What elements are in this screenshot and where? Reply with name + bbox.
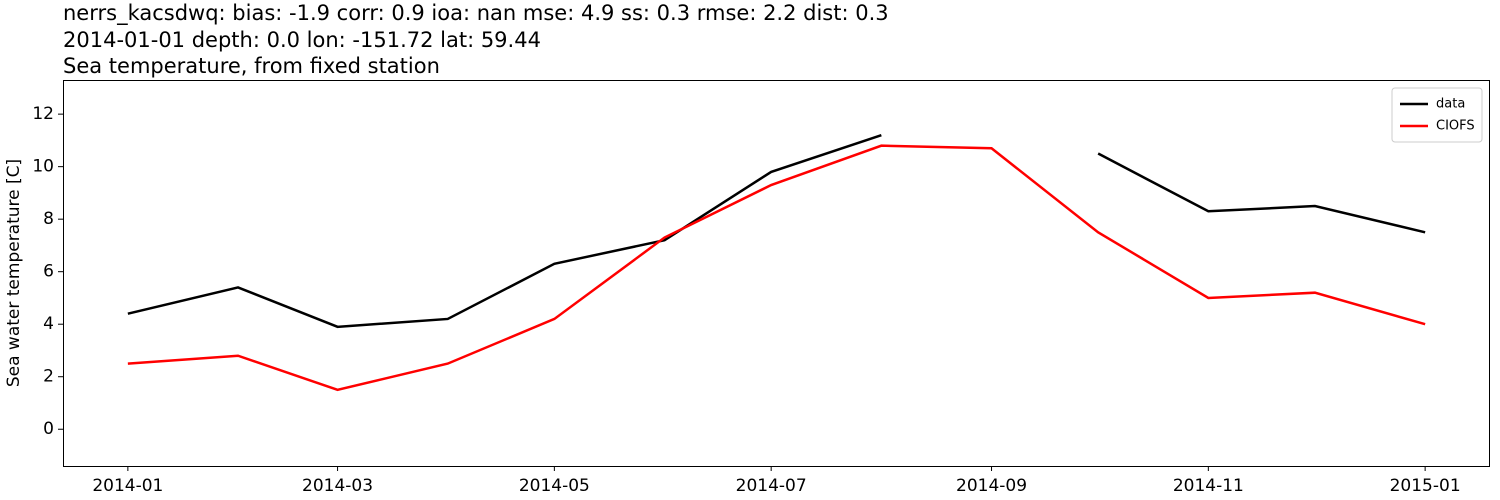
x-tick-label: 2014-11 — [1173, 476, 1244, 496]
x-tick-label: 2014-03 — [302, 476, 373, 496]
y-tick-label: 2 — [43, 367, 54, 387]
y-tick-label: 10 — [32, 157, 54, 177]
y-tick-label: 4 — [43, 314, 54, 334]
chart-subtitle: Sea temperature, from fixed station — [63, 54, 440, 78]
y-tick-label: 12 — [32, 104, 54, 124]
series-line — [127, 144, 1426, 392]
plot-frame — [63, 80, 1490, 467]
x-tick-label: 2014-09 — [956, 476, 1027, 496]
y-tick-label: 8 — [43, 209, 54, 229]
chart-subtitle: 2014-01-01 depth: 0.0 lon: -151.72 lat: … — [63, 28, 541, 52]
y-axis-label: Sea water temperature [C] — [4, 159, 24, 387]
y-tick-label: 6 — [43, 262, 54, 282]
legend-box — [1391, 87, 1483, 143]
x-tick-label: 2014-05 — [519, 476, 590, 496]
x-tick-label: 2015-01 — [1390, 476, 1461, 496]
series-line — [127, 133, 1426, 329]
y-tick-label: 0 — [43, 419, 54, 439]
x-tick-label: 2014-07 — [736, 476, 807, 496]
legend-label: data — [1436, 97, 1465, 112]
x-tick-label: 2014-01 — [92, 476, 163, 496]
legend-label: CIOFS — [1436, 119, 1475, 134]
chart-title: nerrs_kacsdwq: bias: -1.9 corr: 0.9 ioa:… — [63, 1, 889, 26]
